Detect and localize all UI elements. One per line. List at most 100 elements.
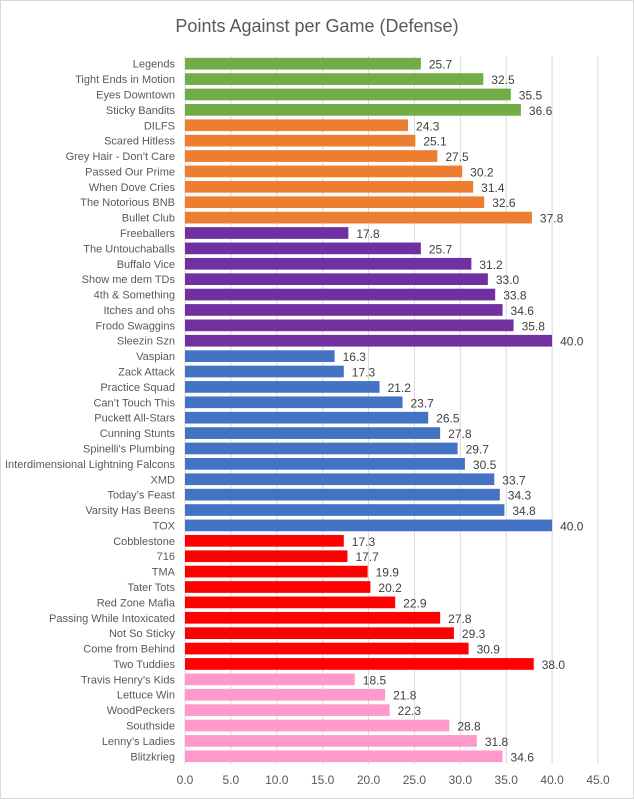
data-label: 25.7 xyxy=(429,58,453,72)
category-label: Varsity Has Beens xyxy=(85,505,175,517)
bar xyxy=(185,350,335,362)
bar xyxy=(185,611,441,624)
bar xyxy=(185,257,472,270)
bar xyxy=(185,504,505,516)
data-label: 36.6 xyxy=(529,104,553,118)
bar xyxy=(185,57,421,70)
category-label: Buffalo Vice xyxy=(117,259,175,271)
x-tick-label: 0.0 xyxy=(177,773,194,787)
bar xyxy=(185,442,458,455)
x-tick-label: 40.0 xyxy=(540,773,564,787)
data-label: 22.9 xyxy=(403,596,427,610)
category-label: Come from Behind xyxy=(83,644,175,656)
bar xyxy=(185,581,371,593)
bar xyxy=(185,165,463,178)
data-label: 31.8 xyxy=(485,735,509,749)
data-label: 25.1 xyxy=(423,135,447,149)
category-label: WoodPeckers xyxy=(107,705,176,717)
data-label: 38.0 xyxy=(542,658,566,672)
data-label: 22.3 xyxy=(398,704,422,718)
bar xyxy=(185,288,496,301)
category-label: Grey Hair - Don’t Care xyxy=(66,151,175,163)
data-label: 33.7 xyxy=(502,473,526,487)
data-label: 40.0 xyxy=(560,519,584,533)
category-label: Interdimensional Lightning Falcons xyxy=(5,459,175,471)
bar xyxy=(185,196,485,209)
category-label: Tater Tots xyxy=(128,582,176,594)
category-label: Spinelli's Plumbing xyxy=(83,443,175,455)
category-label: DILFS xyxy=(144,120,175,132)
bar xyxy=(185,688,386,701)
data-label: 28.8 xyxy=(457,720,481,734)
data-label: 34.6 xyxy=(511,304,535,318)
x-tick-label: 10.0 xyxy=(265,773,289,787)
category-label: Freeballers xyxy=(120,228,176,240)
category-label: Passing While Intoxicated xyxy=(49,613,175,625)
bar xyxy=(185,458,465,470)
bar xyxy=(185,150,438,162)
bar xyxy=(185,642,469,655)
category-label: XMD xyxy=(151,474,176,486)
data-label: 21.2 xyxy=(388,381,412,395)
data-label: 35.8 xyxy=(522,319,546,333)
data-label: 17.7 xyxy=(355,550,379,564)
data-label: 18.5 xyxy=(363,673,387,687)
category-label: Red Zone Mafia xyxy=(97,597,176,609)
bar xyxy=(185,427,441,439)
category-label: Puckett All-Stars xyxy=(94,413,175,425)
category-label: Legends xyxy=(133,59,176,71)
bar xyxy=(185,319,514,332)
category-label: Practice Squad xyxy=(100,382,175,394)
data-label: 40.0 xyxy=(560,335,584,349)
category-label: Lenny’s Ladies xyxy=(102,736,176,748)
bar xyxy=(185,211,532,224)
bar xyxy=(185,673,355,686)
bar xyxy=(185,304,503,316)
data-label: 32.5 xyxy=(491,73,515,87)
data-label: 16.3 xyxy=(343,350,367,364)
bar xyxy=(185,227,349,239)
bar xyxy=(185,334,553,347)
category-label: Today’s Feast xyxy=(107,490,175,502)
x-tick-label: 25.0 xyxy=(403,773,427,787)
data-label: 30.2 xyxy=(470,165,494,179)
bar xyxy=(185,381,380,393)
data-label: 17.8 xyxy=(356,227,380,241)
category-label: Two Tuddies xyxy=(113,659,175,671)
category-label: The Untouchaballs xyxy=(83,243,175,255)
bar xyxy=(185,750,503,763)
bar xyxy=(185,488,500,501)
data-label: 31.4 xyxy=(481,181,505,195)
bar xyxy=(185,411,429,424)
data-label: 21.8 xyxy=(393,689,417,703)
category-label: Scared Hitless xyxy=(104,136,175,148)
bar xyxy=(185,119,409,132)
category-label: Sleezin Szn xyxy=(117,336,175,348)
bars xyxy=(185,57,553,763)
bar xyxy=(185,180,474,193)
data-label: 37.8 xyxy=(540,212,564,226)
data-labels: 25.7 32.5 35.5 36.6 24.3 25.127.530.2 31.432.6… xyxy=(343,58,584,765)
data-label: 27.8 xyxy=(448,427,472,441)
data-label: 30.9 xyxy=(477,643,501,657)
category-label: Blitzkrieg xyxy=(130,751,175,763)
data-label: 17.3 xyxy=(352,535,376,549)
bar xyxy=(185,596,396,609)
data-label: 17.3 xyxy=(352,366,376,380)
category-label: 4th & Something xyxy=(94,290,175,302)
data-label: 27.5 xyxy=(445,150,469,164)
bar xyxy=(185,473,495,486)
category-label: TMA xyxy=(152,567,176,579)
category-label: Not So Sticky xyxy=(109,628,176,640)
bar xyxy=(185,565,368,578)
data-label: 34.8 xyxy=(512,504,536,518)
category-label: Show me dem TDs xyxy=(82,274,176,286)
x-tick-label: 35.0 xyxy=(495,773,519,787)
data-label: 23.7 xyxy=(411,396,435,410)
bar xyxy=(185,365,344,378)
bar xyxy=(185,719,450,732)
bar xyxy=(185,658,534,670)
bar xyxy=(185,104,521,116)
x-tick-label: 45.0 xyxy=(586,773,610,787)
